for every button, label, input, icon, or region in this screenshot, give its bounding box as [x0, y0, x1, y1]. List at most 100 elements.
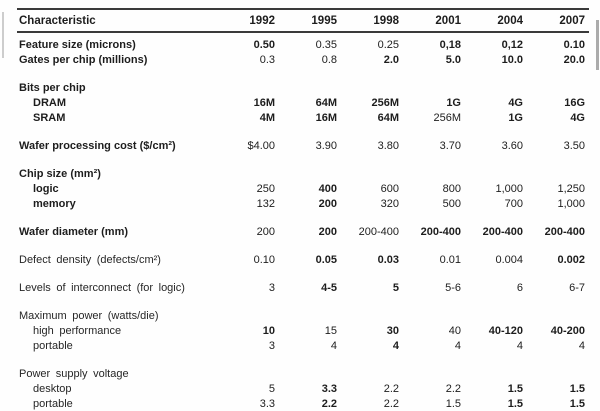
- table-cell: $4.00: [247, 139, 275, 152]
- table-cell: 5-6: [445, 281, 461, 294]
- row-group-maximum-power: Maximum power (watts/die) high performanc…: [17, 308, 589, 353]
- row-label: logic: [33, 182, 59, 195]
- table-cell: 200: [318, 197, 337, 210]
- table-cell: 1G: [508, 111, 523, 124]
- table-cell: 16M: [253, 96, 275, 109]
- table-cell: 40-120: [488, 324, 523, 337]
- table-row: Gates per chip (millions) 0.3 0.8 2.0 5.0 10.…: [17, 52, 589, 67]
- table-cell: 500: [442, 197, 461, 210]
- table-row: logic 250 400 600 800 1,000 1,250: [17, 181, 589, 196]
- table-cell: 1.5: [507, 382, 523, 395]
- row-label: Power supply voltage: [19, 367, 129, 380]
- table-cell: 4G: [570, 111, 585, 124]
- row-label: Wafer diameter (mm): [19, 225, 129, 238]
- table-cell: 800: [442, 182, 461, 195]
- scan-artifact-right: [596, 20, 599, 70]
- table-cell: 200: [318, 225, 337, 238]
- table-cell: 1.5: [569, 382, 585, 395]
- table-cell: 1.5: [507, 397, 523, 410]
- row-group-bits-per-chip: Bits per chip DRAM 16M 64M 256M 1G 4G 16G SRAM 4M…: [17, 80, 589, 125]
- table-cell: 0.10: [253, 253, 275, 266]
- table-cell: 2.2: [445, 382, 461, 395]
- row-group-wafer-diameter: Wafer diameter (mm) 200 200 200-400 200-400 2…: [17, 224, 589, 239]
- table-cell: 0.35: [315, 38, 337, 51]
- row-group-feature-and-gates: Feature size (microns) 0.50 0.35 0.25 0,18 0,…: [17, 37, 589, 67]
- table-cell: 250: [256, 182, 275, 195]
- table-row: memory 132 200 320 500 700 1,000: [17, 196, 589, 211]
- column-header-year: 1992: [249, 14, 275, 27]
- table-row: high performance 10 15 30 40 40-120 40-200: [17, 323, 589, 338]
- table-row: Power supply voltage: [17, 366, 589, 381]
- table-cell: 64M: [315, 96, 337, 109]
- table-cell: 1.5: [445, 397, 461, 410]
- table-cell: 1,000: [557, 197, 585, 210]
- table-cell: 0.004: [495, 253, 523, 266]
- table-cell: 400: [318, 182, 337, 195]
- table-row: Wafer processing cost ($/cm²) $4.00 3.90 3.…: [17, 138, 589, 153]
- table-cell: 1,250: [557, 182, 585, 195]
- column-header-year: 2004: [497, 14, 523, 27]
- table-cell: 0.002: [557, 253, 585, 266]
- table-cell: 1,000: [495, 182, 523, 195]
- table-cell: 5.0: [445, 53, 461, 66]
- row-group-power-supply-voltage: Power supply voltage desktop 5 3.3 2.2 2.2 1.5…: [17, 366, 589, 411]
- row-label: DRAM: [33, 96, 66, 109]
- table-cell: 5: [392, 281, 399, 294]
- table-cell: 0.03: [377, 253, 399, 266]
- row-label: Feature size (microns): [19, 38, 136, 51]
- table-cell: 256M: [371, 96, 399, 109]
- row-group-wafer-processing-cost: Wafer processing cost ($/cm²) $4.00 3.90 3.…: [17, 138, 589, 153]
- row-label: desktop: [33, 382, 72, 395]
- row-label: SRAM: [33, 111, 66, 124]
- table-cell: 15: [324, 324, 337, 337]
- table-cell: 200: [256, 225, 275, 238]
- row-label: Bits per chip: [19, 81, 86, 94]
- table-cell: 40-200: [550, 324, 585, 337]
- table-cell: 3.50: [563, 139, 585, 152]
- table-cell: 1.5: [569, 397, 585, 410]
- row-group-levels-of-interconnect: Levels of interconnect (for logic) 3 4-5 5 5…: [17, 280, 589, 295]
- table-row: desktop 5 3.3 2.2 2.2 1.5 1.5: [17, 381, 589, 396]
- table-cell: 3.80: [377, 139, 399, 152]
- row-label: Maximum power (watts/die): [19, 309, 159, 322]
- table-cell: 700: [504, 197, 523, 210]
- table-cell: 20.0: [563, 53, 585, 66]
- table-row: Levels of interconnect (for logic) 3 4-5 5 5…: [17, 280, 589, 295]
- table-cell: 4-5: [321, 281, 337, 294]
- table-cell: 2.2: [383, 397, 399, 410]
- table-cell: 4M: [259, 111, 275, 124]
- table-cell: 3.3: [259, 397, 275, 410]
- header-rule: [17, 31, 589, 33]
- table-cell: 0.8: [321, 53, 337, 66]
- table-cell: 200-400: [544, 225, 585, 238]
- table-cell: 600: [380, 182, 399, 195]
- table-cell: 10.0: [501, 53, 523, 66]
- table-cell: 3: [268, 281, 275, 294]
- table-row: portable 3 4 4 4 4 4: [17, 338, 589, 353]
- row-label: Gates per chip (millions): [19, 53, 148, 66]
- header-row: Characteristic 1992 1995 1998 2001 2004 2007: [17, 10, 589, 31]
- table-row: Chip size (mm²): [17, 166, 589, 181]
- table-cell: 132: [256, 197, 275, 210]
- column-header-year: 1998: [373, 14, 399, 27]
- table-body: Feature size (microns) 0.50 0.35 0.25 0,18 0,…: [17, 37, 589, 411]
- row-label: portable: [33, 339, 73, 352]
- row-label: Levels of interconnect (for logic): [19, 281, 185, 294]
- table-row: Bits per chip: [17, 80, 589, 95]
- table-cell: 6: [516, 281, 523, 294]
- table-cell: 200-400: [420, 225, 461, 238]
- table-cell: 0.05: [315, 253, 337, 266]
- table-row: Maximum power (watts/die): [17, 308, 589, 323]
- table-cell: 3.90: [315, 139, 337, 152]
- row-group-chip-size: Chip size (mm²) logic 250 400 600 800 1,000 1,2…: [17, 166, 589, 211]
- table-row: SRAM 4M 16M 64M 256M 1G 4G: [17, 110, 589, 125]
- table-cell: 256M: [433, 111, 461, 124]
- table-cell: 3: [268, 339, 275, 352]
- row-label: portable: [33, 397, 73, 410]
- table-cell: 0.10: [563, 38, 585, 51]
- table-row: Defect density (defects/cm²) 0.10 0.05 0.03…: [17, 252, 589, 267]
- row-label: Defect density (defects/cm²): [19, 253, 161, 266]
- top-rule: [17, 8, 589, 10]
- row-group-defect-density: Defect density (defects/cm²) 0.10 0.05 0.03…: [17, 252, 589, 267]
- row-label: Chip size (mm²): [19, 167, 101, 180]
